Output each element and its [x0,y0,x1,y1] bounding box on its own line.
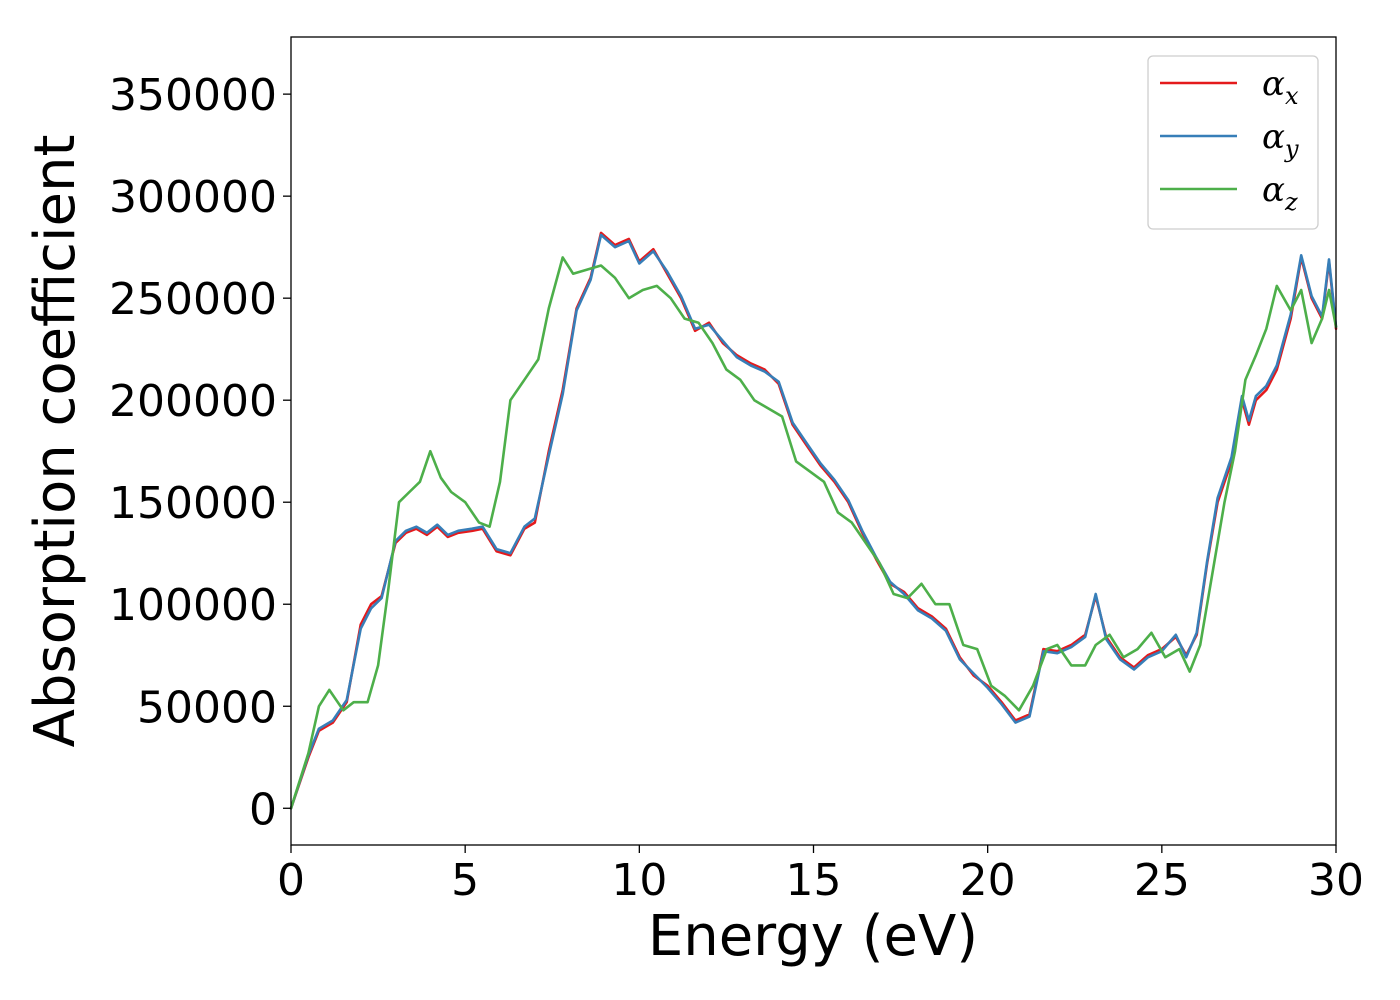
x-tick-label: 5 [451,855,479,906]
y-tick-label: 200000 [109,376,277,427]
legend-label-y: αy [1262,117,1299,163]
y-axis-label: Absorption coefficient [23,135,88,748]
y-tick-label: 150000 [109,478,277,529]
x-tick-label: 20 [960,855,1016,906]
x-axis: 0 5 10 15 20 25 30 [277,845,1364,906]
series-lines [289,231,1338,810]
y-tick-label: 350000 [109,70,277,121]
series-line-z [289,256,1338,810]
legend-symbol: α [1262,64,1285,104]
x-tick-label: 10 [611,855,667,906]
y-tick-label: 250000 [109,274,277,325]
series-line-y [289,233,1338,810]
legend-symbol: α [1262,117,1285,157]
y-tick-label: 300000 [109,172,277,223]
x-tick-label: 25 [1134,855,1190,906]
y-tick-label: 50000 [137,682,277,733]
y-tick-label: 0 [249,784,277,835]
legend-subscript: x [1285,82,1299,110]
x-tick-label: 15 [786,855,842,906]
x-tick-label: 30 [1308,855,1364,906]
legend-subscript: y [1284,135,1299,163]
x-axis-label: Energy (eV) [648,904,978,969]
legend-subscript: z [1284,188,1298,216]
x-tick-label: 0 [277,855,305,906]
legend-label-x: αx [1262,64,1299,110]
legend-frame [1147,55,1319,230]
y-tick-label: 100000 [109,580,277,631]
legend-symbol: α [1262,170,1285,210]
y-axis: 0 50000 100000 150000 200000 250000 300000 3500… [109,70,291,835]
legend-label-z: αz [1262,170,1298,216]
